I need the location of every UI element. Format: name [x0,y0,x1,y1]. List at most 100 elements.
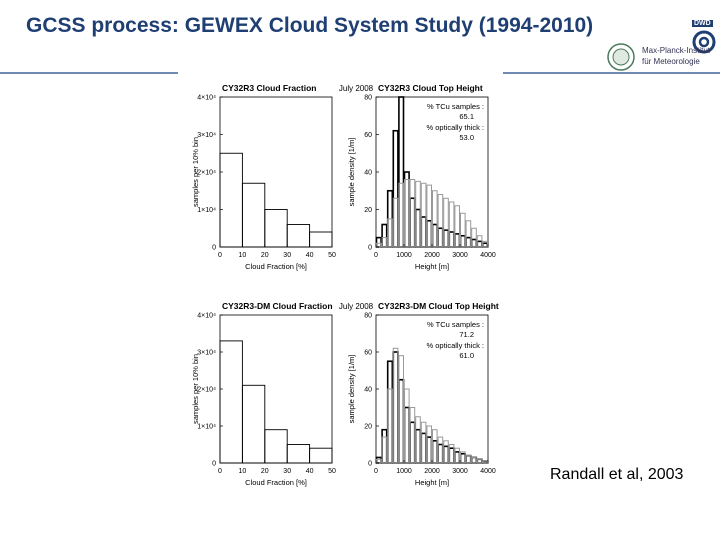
histogram-bar [403,406,410,464]
histogram-bar [482,242,489,248]
histogram-bar [398,96,405,248]
x-axis-label: Height [m] [415,262,449,271]
histogram-bar [448,201,455,248]
histogram-bar [286,224,311,248]
histogram-bar [387,388,393,464]
histogram-bar [309,231,333,248]
histogram-bar [448,447,455,464]
histogram-bar [409,421,416,464]
y-tick-label: 4×10⁴ [197,313,216,320]
annotation-label: % TCu samples : [427,102,484,111]
title-rule-left [0,72,178,74]
histogram-bar [309,447,333,464]
histogram-bar [476,240,483,248]
histogram-bar [448,444,455,464]
x-tick-label: 40 [306,468,314,475]
histogram-bar [409,407,416,464]
swirl-icon [692,30,716,54]
histogram-bar [476,235,483,248]
histogram-bar [465,455,472,464]
y-tick-label: 1×10⁴ [197,207,216,214]
histogram-bar [460,212,466,248]
histogram-bar [392,347,399,464]
histogram-bar [415,416,421,464]
x-tick-label: 10 [239,468,247,475]
histogram-bar [459,234,466,248]
histogram-bar [420,182,427,248]
histogram-bar [375,456,382,464]
x-tick-label: 40 [306,252,314,259]
y-tick-label: 3×10⁴ [197,132,216,139]
histogram-bar [454,447,460,464]
histogram-bar [264,209,288,248]
y-axis-label: samples per 10% bin [191,354,200,424]
histogram-bar [426,184,432,248]
y-axis-label: sample density [1/m] [347,138,356,207]
y-tick-label: 0 [212,461,216,468]
y-tick-label: 0 [368,461,372,468]
annotation-label: % optically thick : [426,123,484,132]
histogram-bar [431,223,438,248]
histogram-bar [471,456,477,464]
x-tick-label: 50 [328,468,336,475]
histogram-bar [381,436,388,464]
histogram-bar [454,233,461,248]
x-tick-label: 50 [328,252,336,259]
histogram-bar [443,197,449,248]
x-tick-label: 2000 [424,252,440,259]
histogram-bar [398,378,405,464]
x-tick-label: 0 [218,252,222,259]
histogram-bar [443,440,449,464]
dwd-badge: DWD [692,20,713,27]
histogram-bar [448,231,455,248]
x-axis-label: Height [m] [415,478,449,487]
annotation-value: 61.0 [459,351,474,360]
histogram-bar [264,429,288,464]
x-tick-label: 0 [374,252,378,259]
x-tick-label: 1000 [396,468,412,475]
y-axis-label: samples per 10% bin [191,137,200,207]
histogram-bar [420,432,427,464]
histogram-bar [219,340,243,464]
histogram-bar [470,456,478,464]
institute-logo: DWD Max-Planck-Institut für Meteorologie [602,20,716,76]
x-axis-label: Cloud Fraction [%] [245,478,307,487]
y-tick-label: 3×10⁴ [197,350,216,357]
annotation-value: 65.1 [459,112,474,121]
histogram-bar [482,240,488,248]
y-tick-label: 40 [364,387,372,394]
histogram-bar [437,227,444,248]
histogram-bar [286,444,311,464]
histogram-bar [415,180,421,248]
histogram-bar [414,428,422,464]
histogram-bar [465,454,472,464]
x-tick-label: 20 [261,468,269,475]
histogram-bar [375,236,382,248]
x-tick-label: 2000 [424,468,440,475]
histogram-bar [437,194,444,248]
histogram-bar [404,179,410,248]
histogram-bar [459,452,466,464]
histogram-bar [386,360,394,464]
histogram-bar [381,237,388,248]
chart-title: CY32R3 Cloud Fraction [222,83,316,93]
chart-date-label: July 2008 [339,84,374,93]
histogram-bar [437,443,444,464]
y-tick-label: 2×10⁴ [197,170,216,177]
annotation-value: 53.0 [459,133,474,142]
histogram-bar [381,428,388,464]
y-tick-label: 1×10⁴ [197,424,216,431]
y-axis-label: sample density [1/m] [347,355,356,424]
chart-title: CY32R3-DM Cloud Fraction [222,301,333,311]
histogram-bar [460,451,466,464]
x-tick-label: 30 [283,252,291,259]
citation: Randall et al, 2003 [550,466,684,483]
histogram-bar [420,216,427,248]
figure: CY32R3 Cloud Fraction July 2008 0 10 20 30 40 5… [191,83,499,487]
histogram-bar [420,421,427,464]
chart-title: CY32R3 Cloud Top Height [378,83,483,93]
x-tick-label: 0 [374,468,378,475]
page-title: GCSS process: GEWEX Cloud System Study (… [26,14,594,37]
x-tick-label: 3000 [452,252,468,259]
y-tick-label: 80 [364,313,372,320]
